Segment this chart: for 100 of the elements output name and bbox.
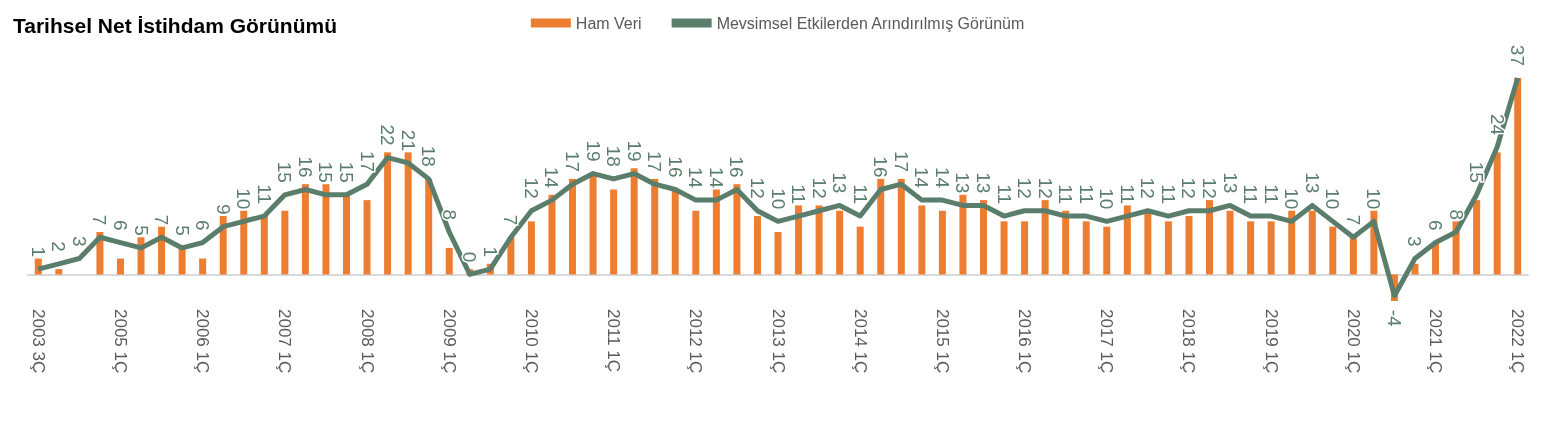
data-label: 15 <box>315 161 337 183</box>
bar <box>342 194 350 275</box>
x-tick-label: 2010 1Ç <box>521 309 541 374</box>
data-label: 37 <box>1507 44 1529 66</box>
x-tick-label: 2014 1Ç <box>850 309 870 374</box>
data-label: 7 <box>151 214 173 226</box>
x-tick-label: 2015 1Ç <box>932 309 952 374</box>
bar <box>651 178 659 275</box>
bar <box>1226 210 1234 275</box>
bar <box>527 221 535 275</box>
data-label: 12 <box>520 177 542 199</box>
bar <box>281 210 289 275</box>
data-label: 11 <box>849 184 871 205</box>
legend-label: Ham Veri <box>575 14 642 32</box>
data-label: 9 <box>212 204 234 215</box>
data-label: 16 <box>294 156 316 178</box>
x-tick-label: 2013 1Ç <box>768 309 788 374</box>
bar <box>692 210 700 275</box>
data-label: -4 <box>1383 309 1405 328</box>
data-label: 14 <box>705 166 727 189</box>
x-tick-label: 2022 1Ç <box>1508 309 1528 374</box>
data-label: 17 <box>644 151 666 173</box>
bar <box>1082 221 1090 275</box>
bar <box>733 184 741 275</box>
bar <box>1308 210 1316 275</box>
x-tick-label: 2020 1Ç <box>1343 309 1363 374</box>
bar <box>1473 200 1481 275</box>
bar <box>240 210 248 275</box>
data-label: 7 <box>1342 214 1364 226</box>
bar <box>1329 226 1337 275</box>
x-tick-label: 2005 1Ç <box>110 309 130 374</box>
bar <box>774 231 782 275</box>
bar <box>199 258 207 275</box>
bar <box>1288 210 1296 275</box>
data-label: 17 <box>356 151 378 173</box>
bar <box>1514 78 1522 275</box>
bar <box>1123 205 1131 275</box>
x-tick-label: 2007 1Ç <box>275 309 295 374</box>
chart-title: Tarihsel Net İstihdam Görünümü <box>13 14 337 37</box>
bar <box>897 178 905 275</box>
data-label: 3 <box>1404 235 1426 247</box>
bar <box>384 152 392 275</box>
bar <box>979 200 987 275</box>
data-label: 11 <box>1260 184 1282 205</box>
data-label: 12 <box>1034 177 1056 199</box>
bar <box>116 258 124 275</box>
x-tick-label: 2008 1Ç <box>357 309 377 374</box>
data-label: 16 <box>870 156 892 178</box>
bar <box>938 210 946 275</box>
bar <box>671 189 679 275</box>
x-tick-label: 2012 1Ç <box>686 309 706 374</box>
data-label: 11 <box>1240 184 1262 205</box>
data-label: 15 <box>335 161 357 183</box>
x-tick-label: 2003 3Ç <box>28 309 48 374</box>
data-label: 11 <box>1075 184 1097 205</box>
data-label: 10 <box>1322 188 1344 210</box>
bar <box>1021 221 1029 275</box>
bar <box>1041 200 1049 275</box>
data-label: 7 <box>89 214 111 226</box>
x-tick-label: 2017 1Ç <box>1097 309 1117 374</box>
bar <box>445 247 453 275</box>
bar <box>815 205 823 275</box>
x-tick-label: 2009 1Ç <box>439 309 459 374</box>
bar <box>178 247 186 275</box>
data-label: 6 <box>1425 220 1447 231</box>
data-label: 13 <box>1219 172 1241 194</box>
bar <box>795 205 803 275</box>
x-tick-label: 2011 1Ç <box>604 309 624 373</box>
x-tick-label: 2006 1Ç <box>193 309 213 374</box>
data-label: 11 <box>253 184 275 205</box>
data-label: 12 <box>1178 177 1200 199</box>
bar <box>1185 216 1193 275</box>
data-label: 19 <box>582 140 604 162</box>
data-label: 11 <box>993 184 1015 205</box>
data-label: 11 <box>1157 184 1179 205</box>
bar <box>753 216 761 275</box>
bar <box>260 216 268 275</box>
bar <box>856 226 864 275</box>
data-label: 21 <box>397 129 419 151</box>
data-label: 14 <box>911 166 933 189</box>
bar <box>548 194 556 275</box>
bar <box>1206 200 1214 275</box>
legend-label: Mevsimsel Etkilerden Arındırılmış Görünüm <box>716 14 1025 32</box>
bar <box>610 189 618 275</box>
data-label: 16 <box>664 156 686 178</box>
data-label: 5 <box>130 225 152 236</box>
bar <box>589 173 597 275</box>
bar <box>1062 210 1070 275</box>
data-label: 12 <box>1199 177 1221 199</box>
bar <box>1000 221 1008 275</box>
bar <box>877 178 885 275</box>
data-label: 1 <box>479 246 501 258</box>
bar <box>425 178 433 275</box>
data-label: 19 <box>623 140 645 162</box>
bar <box>1103 226 1111 275</box>
data-label: 8 <box>1445 209 1467 220</box>
data-label: 10 <box>233 188 255 210</box>
data-label: 11 <box>1116 184 1138 205</box>
data-label: 17 <box>562 151 584 173</box>
data-label: 22 <box>377 124 399 146</box>
